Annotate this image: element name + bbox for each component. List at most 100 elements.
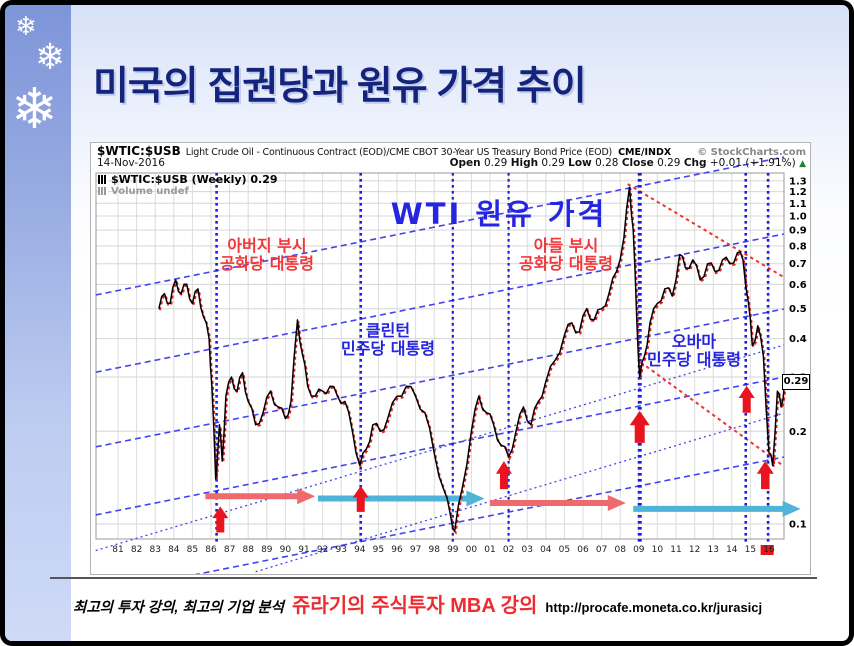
svg-text:12: 12: [689, 545, 700, 555]
exchange-label: CME/INDX: [618, 147, 672, 158]
svg-text:92: 92: [317, 545, 328, 555]
chg-value: +0.01 (+1.91%): [709, 157, 796, 169]
svg-text:95: 95: [373, 545, 384, 555]
chart-legend: $WTIC:$USB (Weekly) 0.29: [98, 173, 278, 186]
svg-text:04: 04: [540, 545, 552, 555]
low-label: Low: [568, 157, 592, 169]
svg-text:87: 87: [224, 545, 235, 555]
svg-text:86: 86: [205, 545, 217, 555]
wti-price-annotation: WTI 원유 가격: [390, 197, 608, 231]
svg-text:99: 99: [447, 545, 459, 555]
volume-legend: Volume undef: [98, 186, 189, 197]
svg-text:81: 81: [112, 545, 123, 555]
svg-text:00: 00: [466, 545, 478, 555]
snowflake-icon: ❄: [35, 36, 66, 77]
page-title: 미국의 집권당과 원유 가격 추이: [93, 65, 587, 108]
quote-row: 14-Nov-2016 Open 0.29 High 0.29 Low 0.28…: [97, 157, 806, 169]
svg-text:0.8: 0.8: [789, 241, 807, 252]
svg-text:1.0: 1.0: [789, 212, 807, 223]
svg-text:0.6: 0.6: [789, 280, 807, 291]
high-value: 0.29: [541, 157, 565, 169]
ticker-description: Light Crude Oil - Continuous Contract (E…: [185, 147, 613, 158]
svg-text:88: 88: [242, 545, 254, 555]
legend-text: $WTIC:$USB (Weekly) 0.29: [111, 173, 278, 186]
svg-text:0.2: 0.2: [789, 427, 807, 438]
sidebar-decoration: ❄ ❄ ❄: [5, 5, 71, 641]
svg-text:0.5: 0.5: [789, 304, 807, 315]
high-label: High: [510, 157, 539, 169]
stockcharts-credit: © StockCharts.com: [697, 147, 806, 158]
svg-text:06: 06: [577, 545, 589, 555]
svg-text:90: 90: [280, 545, 292, 555]
annotation-line: 클린턴: [365, 321, 411, 340]
chart-plot: 81 82 83 84 85 86 87 88 89 90 91 92 93 94 95 96 97 98 99 00…: [95, 156, 807, 574]
ticker-symbol: $WTIC:$USB: [97, 144, 181, 158]
chart-header-row: $WTIC:$USB Light Crude Oil - Continuous …: [97, 144, 806, 158]
svg-text:01: 01: [484, 545, 495, 555]
svg-text:93: 93: [335, 545, 346, 555]
footer-tagline: 최고의 투자 강의, 최고의 기업 분석: [73, 600, 284, 616]
annotation-line: 민주당 대통령: [341, 339, 435, 359]
candlestick-icon: [98, 175, 108, 184]
svg-text:96: 96: [391, 545, 403, 555]
snowflake-icon: ❄: [15, 11, 37, 41]
annotation-obama: 오바마 민주당 대통령: [609, 332, 779, 370]
svg-text:89: 89: [261, 545, 273, 555]
svg-text:91: 91: [298, 545, 309, 555]
footer-url: http://procafe.moneta.co.kr/jurasicj: [545, 600, 763, 615]
open-label: Open: [449, 157, 481, 169]
svg-text:83: 83: [149, 545, 160, 555]
footer-course-title: 쥬라기의 주식투자 MBA 강의: [291, 595, 538, 617]
svg-text:84: 84: [168, 545, 180, 555]
annotation-line: 민주당 대통령: [647, 350, 741, 370]
volume-text: Volume undef: [111, 186, 189, 197]
annotation-bush-jr: 아들 부시 공화당 대통령: [481, 236, 651, 274]
annotation-line: 오바마: [671, 332, 717, 351]
svg-text:02: 02: [503, 545, 514, 555]
svg-text:11: 11: [670, 545, 681, 555]
snowflake-icon: ❄: [11, 77, 58, 140]
svg-text:98: 98: [428, 545, 440, 555]
svg-text:94: 94: [354, 545, 366, 555]
chg-label: Chg: [683, 157, 707, 169]
annotation-clinton: 클린턴 민주당 대통령: [303, 321, 473, 359]
svg-text:08: 08: [614, 545, 626, 555]
up-triangle-icon: ▲: [799, 159, 806, 169]
volume-bars-icon: [98, 187, 108, 195]
svg-text:1.1: 1.1: [789, 199, 807, 210]
open-value: 0.29: [483, 157, 508, 169]
svg-text:97: 97: [410, 545, 421, 555]
svg-text:13: 13: [707, 545, 718, 555]
annotation-line: 공화당 대통령: [519, 254, 613, 274]
annotation-line: 아들 부시: [533, 236, 599, 255]
close-value: 0.29: [657, 157, 681, 169]
svg-text:03: 03: [521, 545, 532, 555]
svg-text:14: 14: [726, 545, 738, 555]
annotation-line: 아버지 부시: [227, 236, 307, 255]
svg-text:05: 05: [559, 545, 570, 555]
close-label: Close: [621, 157, 654, 169]
footer: 최고의 투자 강의, 최고의 기업 분석 쥬라기의 주식투자 MBA 강의 ht…: [73, 589, 849, 618]
ohlc-readout: Open 0.29 High 0.29 Low 0.28 Close 0.29 …: [450, 157, 806, 169]
svg-text:15: 15: [745, 545, 756, 555]
svg-text:0.7: 0.7: [789, 259, 807, 270]
annotation-bush-sr: 아버지 부시 공화당 대통령: [182, 236, 352, 274]
stock-chart-panel: 81 82 83 84 85 86 87 88 89 90 91 92 93 94 95 96 97 98 99 00…: [90, 142, 811, 575]
svg-text:0.4: 0.4: [789, 334, 807, 345]
svg-text:07: 07: [596, 545, 607, 555]
svg-text:1.3: 1.3: [789, 176, 807, 187]
svg-text:82: 82: [131, 545, 142, 555]
annotation-line: 공화당 대통령: [220, 254, 314, 274]
chart-date: 14-Nov-2016: [97, 157, 165, 169]
svg-text:1.2: 1.2: [789, 187, 807, 198]
svg-text:09: 09: [633, 545, 645, 555]
svg-text:85: 85: [187, 545, 198, 555]
svg-text:0.1: 0.1: [789, 520, 807, 531]
svg-text:16: 16: [763, 545, 775, 555]
svg-text:10: 10: [652, 545, 664, 555]
last-price-box: 0.29: [782, 374, 810, 390]
footer-divider: [50, 577, 817, 579]
svg-text:0.9: 0.9: [789, 226, 807, 237]
low-value: 0.28: [595, 157, 619, 169]
